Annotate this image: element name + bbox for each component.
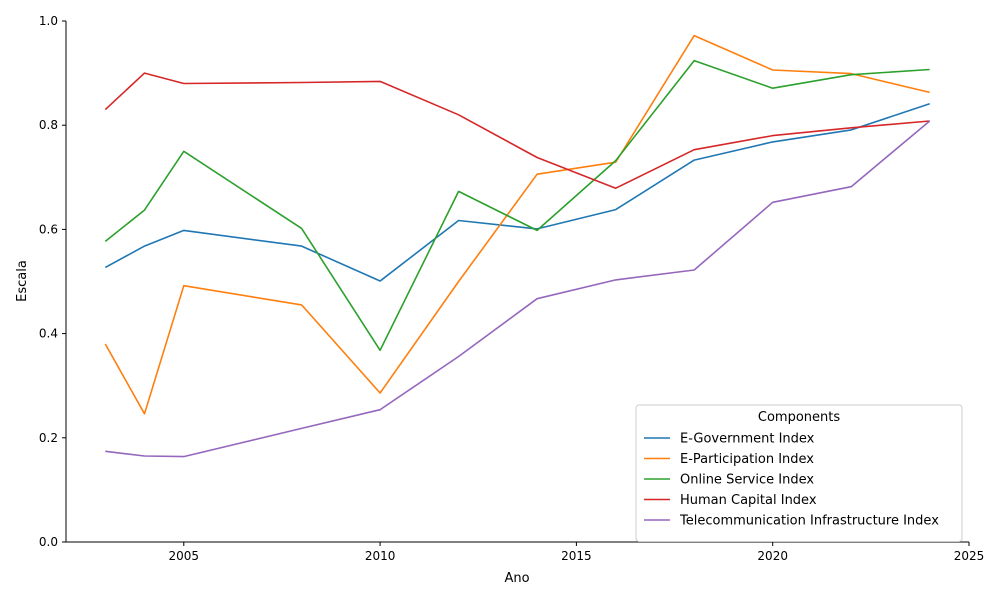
legend-entry-1: E-Government Index [680, 432, 815, 447]
series-line-1 [104, 103, 930, 282]
y-tick-label: 0.4 [39, 327, 58, 341]
legend-entry-2: E-Participation Index [680, 452, 814, 467]
y-tick-label: 0.2 [39, 431, 58, 445]
plot-lines [104, 34, 931, 458]
series-line-2 [104, 34, 930, 415]
y-tick-label: 1.0 [39, 14, 58, 28]
legend-box [635, 404, 963, 542]
x-tick-label: 2005 [169, 549, 200, 563]
x-tick-label: 2010 [365, 549, 396, 563]
y-tick-label: 0.8 [39, 118, 58, 132]
series-line-4 [104, 72, 930, 189]
y-tick-label: 0.6 [39, 222, 58, 236]
legend-entry-4: Human Capital Index [680, 493, 817, 508]
legend-title: Components [758, 410, 840, 425]
y-tick-label: 0.0 [39, 535, 58, 549]
legend-entry-3: Online Service Index [680, 473, 814, 488]
y-axis-label: Escala [15, 260, 30, 302]
x-axis-label: Ano [504, 571, 529, 586]
x-tick-label: 2020 [757, 549, 788, 563]
legend-entry-5: Telecommunication Infrastructure Index [679, 514, 939, 529]
axes: 2005 2010 2015 2020 2025 0.0 0.2 0.4 0.6 0.8 1.0 [39, 14, 984, 563]
series-line-5 [105, 120, 931, 458]
x-tick-label: 2015 [561, 549, 592, 563]
legend: Components E-Government Index E-Participat… [635, 404, 963, 542]
series-line-3 [104, 59, 930, 352]
x-tick-label: 2025 [954, 549, 985, 563]
